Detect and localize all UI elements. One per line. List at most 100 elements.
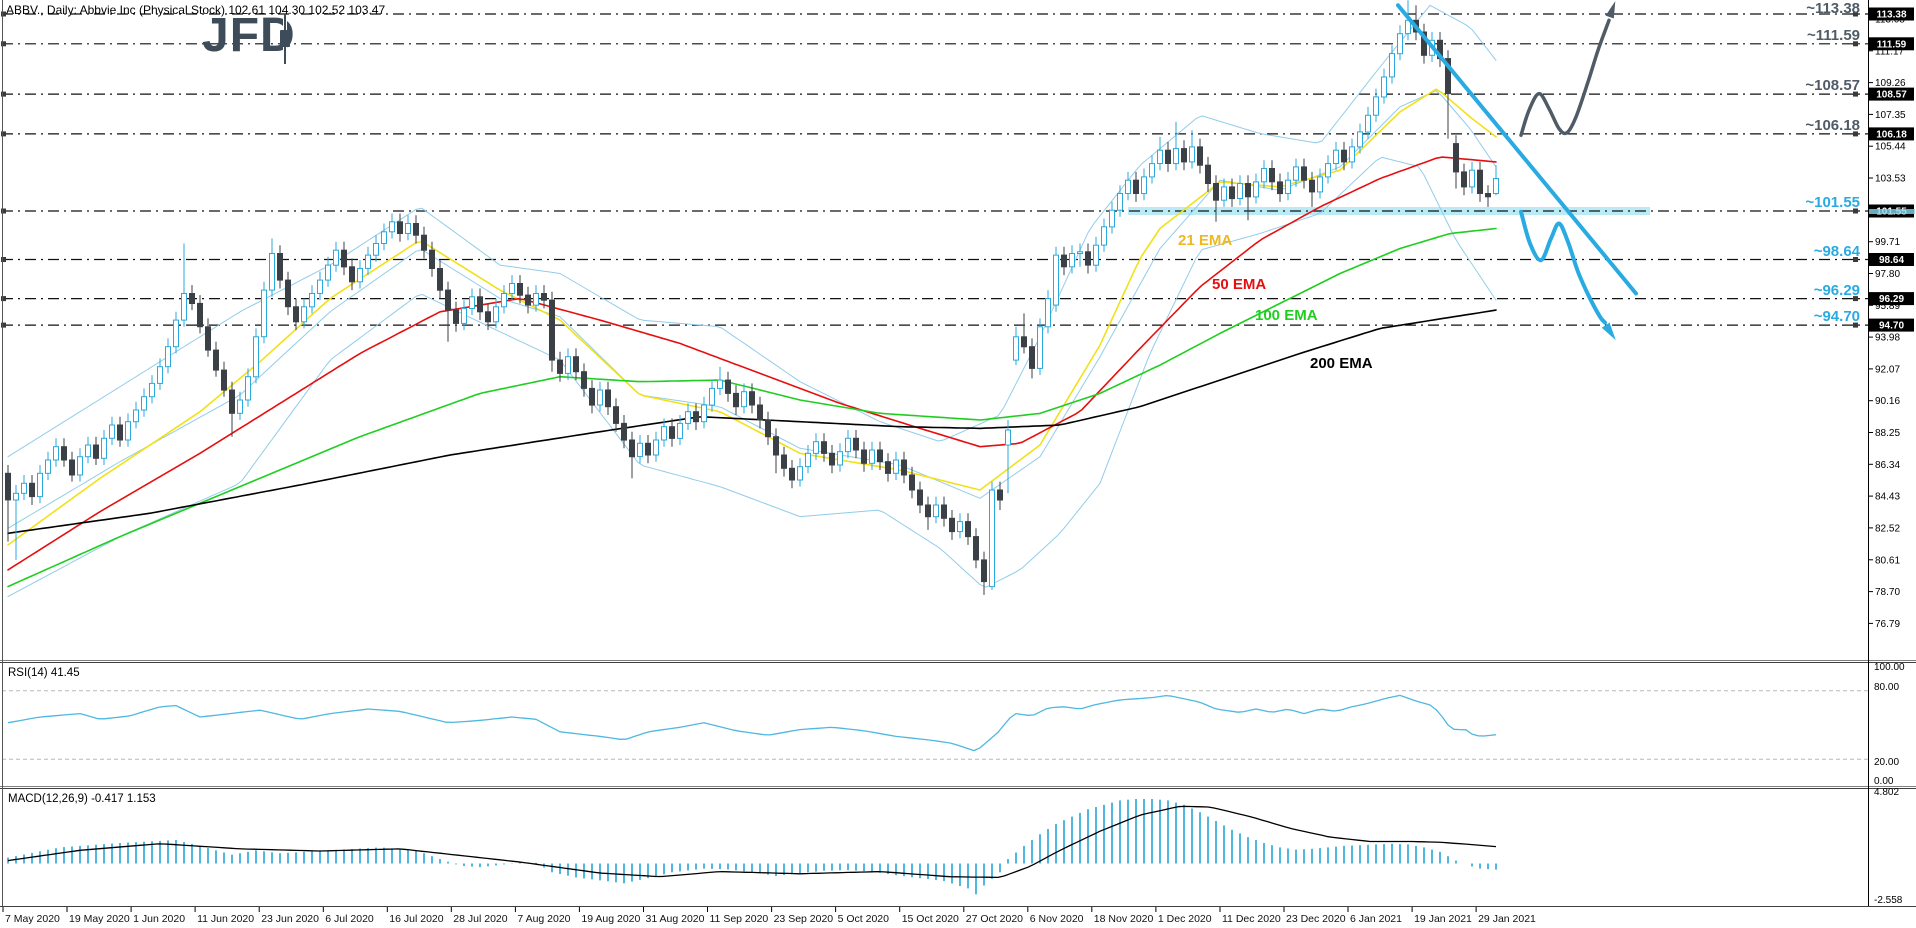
date-tick-label[interactable]: 11 Sep 2020 — [710, 913, 769, 925]
price-marker-label[interactable]: 108.57 — [1876, 90, 1907, 101]
candle-body — [141, 396, 147, 411]
date-tick-label[interactable]: 28 Jul 2020 — [453, 913, 507, 925]
line-handle-icon[interactable] — [1, 11, 6, 17]
line-handle-icon[interactable] — [1, 91, 6, 97]
line-handle-icon[interactable] — [1, 208, 6, 214]
candle-body — [1261, 168, 1267, 183]
line-handle-icon[interactable] — [1853, 11, 1858, 17]
date-tick-label[interactable]: 16 Jul 2020 — [389, 913, 443, 925]
price-tick-label[interactable]: 103.53 — [1875, 174, 1906, 185]
price-tick-label[interactable]: 109.26 — [1875, 78, 1906, 89]
price-tick-label[interactable]: 95.89 — [1875, 301, 1900, 312]
date-tick-label[interactable]: 23 Sep 2020 — [774, 913, 834, 925]
candle-body — [197, 302, 203, 328]
date-tick-label[interactable]: 11 Dec 2020 — [1222, 913, 1281, 925]
candle-body — [821, 441, 827, 454]
price-tick-label[interactable]: 86.34 — [1875, 460, 1900, 471]
candle-body — [709, 387, 715, 406]
line-handle-icon[interactable] — [1853, 322, 1858, 328]
date-tick-label[interactable]: 1 Jun 2020 — [133, 913, 185, 925]
bearish-projection-arrow[interactable] — [1519, 209, 1607, 325]
price-tick-label[interactable]: 80.61 — [1875, 555, 1900, 566]
candle-body — [797, 466, 803, 481]
price-tick-label[interactable]: 105.44 — [1875, 142, 1906, 153]
bollinger-upper — [7, 4, 1497, 458]
date-tick-label[interactable]: 19 Jan 2021 — [1414, 913, 1472, 925]
price-tick-label[interactable]: 76.79 — [1875, 619, 1900, 630]
date-tick-label[interactable]: 7 May 2020 — [5, 913, 60, 925]
price-marker-label[interactable]: 94.70 — [1879, 321, 1904, 332]
line-handle-icon[interactable] — [1, 131, 6, 137]
price-marker-label[interactable]: 113.38 — [1876, 10, 1906, 21]
price-marker-label[interactable]: 98.64 — [1879, 255, 1904, 266]
candle-body — [1309, 179, 1315, 193]
candle-body — [933, 504, 939, 518]
date-tick-label[interactable]: 6 Nov 2020 — [1030, 913, 1084, 925]
candle-body — [581, 371, 587, 389]
line-handle-icon[interactable] — [1853, 131, 1858, 137]
price-marker-box — [1869, 7, 1914, 21]
candle-body — [1093, 244, 1099, 266]
line-handle-icon[interactable] — [1853, 208, 1858, 214]
candle-body — [981, 559, 987, 583]
price-tick-label[interactable]: 107.35 — [1875, 110, 1906, 121]
date-tick-label[interactable]: 23 Jun 2020 — [261, 913, 319, 925]
date-tick-label[interactable]: 1 Dec 2020 — [1158, 913, 1212, 925]
bearish-arrowhead-icon[interactable] — [1601, 322, 1616, 341]
date-axis[interactable]: 7 May 2020 19 May 2020 1 Jun 2020 11 Jun 20… — [2, 907, 1536, 925]
line-handle-icon[interactable] — [1853, 41, 1858, 47]
date-tick-label[interactable]: 6 Jan 2021 — [1350, 913, 1402, 925]
price-tick-label[interactable]: 111.17 — [1875, 46, 1905, 57]
date-tick-label[interactable]: 19 Aug 2020 — [581, 913, 640, 925]
candle-body — [613, 406, 619, 424]
price-tick-label[interactable]: 99.71 — [1875, 237, 1900, 248]
line-handle-icon[interactable] — [1, 322, 6, 328]
bullish-arrowhead-icon[interactable] — [1605, 1, 1616, 19]
date-tick-label[interactable]: 31 Aug 2020 — [646, 913, 705, 925]
price-marker-label[interactable]: 111.59 — [1877, 39, 1907, 50]
price-tick-label[interactable]: 84.43 — [1875, 492, 1900, 503]
price-tick-label[interactable]: 78.70 — [1875, 587, 1900, 598]
date-tick-label[interactable]: 19 May 2020 — [69, 913, 130, 925]
candle-body — [1245, 183, 1251, 198]
candle-body — [1173, 148, 1179, 165]
line-handle-icon[interactable] — [1853, 296, 1858, 302]
rsi-line — [7, 694, 1497, 752]
candle-body — [101, 437, 107, 459]
line-handle-icon[interactable] — [1853, 257, 1858, 262]
price-tick-label[interactable]: 93.98 — [1875, 333, 1900, 344]
bullish-projection-arrow[interactable] — [1519, 18, 1611, 137]
line-handle-icon[interactable] — [1, 41, 6, 47]
line-handle-icon[interactable] — [1853, 91, 1858, 97]
candle-body — [269, 253, 275, 291]
candle-body — [1453, 143, 1459, 173]
date-tick-label[interactable]: 29 Jan 2021 — [1478, 913, 1536, 925]
candle-body — [437, 268, 443, 291]
price-marker-label[interactable]: 106.18 — [1876, 129, 1907, 140]
candle-body — [213, 349, 219, 371]
candle-body — [293, 306, 299, 323]
price-axis[interactable]: 113.08111.17109.26107.35105.44103.5399.7… — [1868, 7, 1915, 630]
price-tick-label[interactable]: 97.80 — [1875, 269, 1900, 280]
price-tick-label[interactable]: 82.52 — [1875, 523, 1900, 534]
downtrend-line[interactable] — [1396, 3, 1638, 296]
price-marker-box — [1869, 318, 1914, 332]
date-tick-label[interactable]: 18 Nov 2020 — [1094, 913, 1154, 925]
date-tick-label[interactable]: 27 Oct 2020 — [966, 913, 1023, 925]
price-tick-label[interactable]: 92.07 — [1875, 364, 1900, 375]
date-tick-label[interactable]: 11 Jun 2020 — [197, 913, 254, 925]
date-tick-label[interactable]: 15 Oct 2020 — [902, 913, 959, 925]
date-tick-label[interactable]: 6 Jul 2020 — [325, 913, 374, 925]
line-handle-icon[interactable] — [1, 257, 6, 262]
price-tick-label[interactable]: 90.16 — [1875, 396, 1900, 407]
candle-body — [485, 311, 491, 323]
date-tick-label[interactable]: 7 Aug 2020 — [517, 913, 570, 925]
price-tick-label[interactable]: 88.25 — [1875, 428, 1900, 439]
line-handle-icon[interactable] — [1, 296, 6, 302]
candle-body — [325, 264, 331, 281]
date-tick-label[interactable]: 23 Dec 2020 — [1286, 913, 1346, 925]
price-marker-label[interactable]: 96.29 — [1879, 294, 1904, 305]
candle-body — [813, 441, 819, 454]
date-tick-label[interactable]: 5 Oct 2020 — [838, 913, 890, 925]
